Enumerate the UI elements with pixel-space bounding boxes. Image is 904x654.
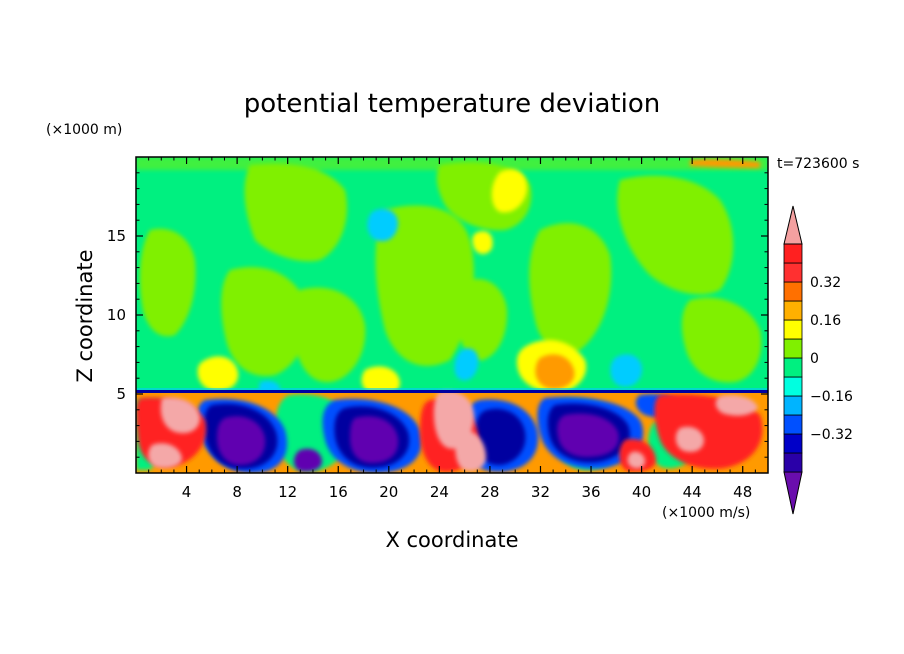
contour-field xyxy=(136,157,768,473)
x-tick-label: 20 xyxy=(379,483,398,501)
cyan-patches xyxy=(258,208,642,395)
colorbar-swatch xyxy=(783,319,803,340)
colorbar-swatch xyxy=(783,300,803,321)
y-tick-label: 10 xyxy=(107,306,126,324)
chart-title: potential temperature deviation xyxy=(244,89,660,119)
x-tick-label: 8 xyxy=(232,483,242,501)
colorbar-swatch xyxy=(783,281,803,302)
colorbar-swatch xyxy=(783,338,803,359)
inversion-line xyxy=(136,390,768,393)
x-axis-title: X coordinate xyxy=(385,528,518,552)
colorbar-label: 0.16 xyxy=(810,313,841,329)
colorbar-label: −0.16 xyxy=(810,389,853,405)
colorbar-swatch xyxy=(783,395,803,416)
x-axis: 4 8 12 16 20 24 28 32 36 40 44 48 xyxy=(148,157,756,501)
lower-pink-regions xyxy=(148,391,758,472)
x-tick-label: 48 xyxy=(733,483,752,501)
colorbar-swatch xyxy=(783,414,803,435)
colorbar-swatch xyxy=(783,452,803,473)
colorbar-label: 0.32 xyxy=(810,275,841,291)
colorbar-label: −0.32 xyxy=(810,427,853,443)
x-tick-label: 36 xyxy=(581,483,600,501)
x-unit-label: (×1000 m/s) xyxy=(662,505,750,521)
x-tick-label: 16 xyxy=(329,483,348,501)
inversion-line-upper xyxy=(136,388,768,390)
y-unit-label: (×1000 m) xyxy=(46,122,122,138)
y-axis: 5 10 15 xyxy=(107,172,768,458)
colorbar: 0.32 0.16 0 −0.16 −0.32 xyxy=(783,205,853,515)
x-tick-label: 4 xyxy=(182,483,192,501)
x-tick-label: 44 xyxy=(683,483,702,501)
colorbar-swatch xyxy=(783,262,803,283)
lower-purple-regions xyxy=(217,413,619,472)
colorbar-label: 0 xyxy=(810,351,819,367)
colorbar-swatch xyxy=(783,433,803,454)
x-tick-label: 40 xyxy=(632,483,651,501)
y-axis-title: Z coordinate xyxy=(73,249,97,382)
colorbar-swatch xyxy=(783,376,803,397)
x-tick-label: 12 xyxy=(278,483,297,501)
x-tick-label: 24 xyxy=(430,483,449,501)
y-tick-label: 15 xyxy=(107,227,126,245)
x-tick-label: 32 xyxy=(531,483,550,501)
x-tick-label: 28 xyxy=(480,483,499,501)
y-tick-label: 5 xyxy=(116,385,126,403)
time-label: t=723600 s xyxy=(777,156,859,172)
colorbar-low-triangle xyxy=(783,471,803,515)
colorbar-swatch xyxy=(783,357,803,378)
colorbar-swatch xyxy=(783,243,803,264)
colorbar-high-triangle xyxy=(783,205,803,245)
lime-regions xyxy=(136,157,768,383)
